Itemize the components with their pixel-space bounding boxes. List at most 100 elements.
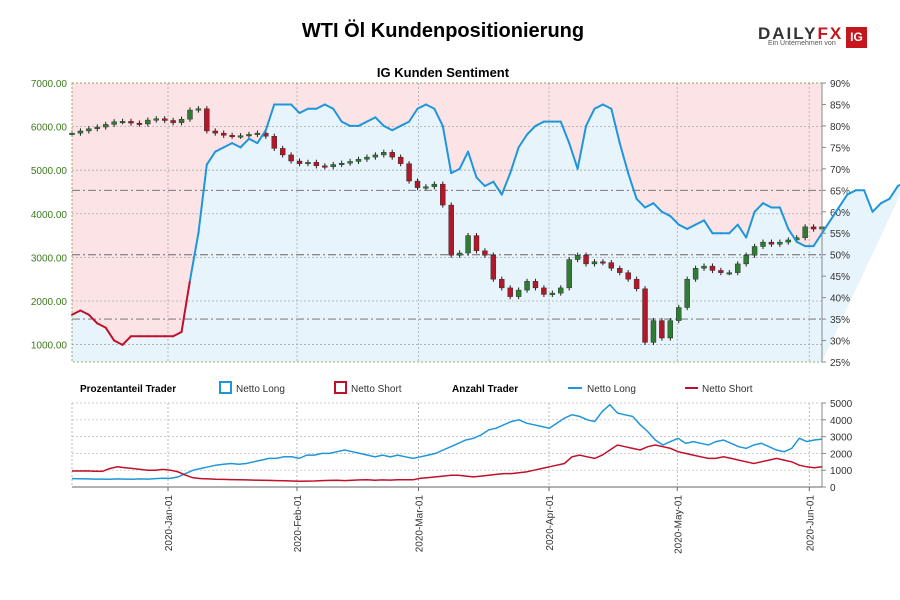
sentiment-line-segment [745,210,756,239]
candle [145,119,151,125]
count-axis-tick: 3000 [830,433,853,444]
sentiment-line-segment [239,137,250,149]
sentiment-line-segment [475,176,486,188]
sentiment-line-segment [821,219,832,235]
logo-brand-b: FX [817,24,844,43]
legend-long-label: Netto Long [236,384,285,395]
candle [608,262,615,269]
count-axis-tick: 1000 [830,466,853,477]
right-axis-tick: 60% [830,208,850,219]
sentiment-line-segment [416,103,427,110]
candle [372,154,379,158]
right-axis-tick: 70% [830,165,850,176]
left-axis-tick: 3000.00 [31,253,68,264]
sentiment-line-segment [96,322,107,329]
sentiment-line-segment [197,163,208,235]
sentiment-line-segment [340,120,352,127]
candle [103,124,109,128]
candle [440,183,446,206]
sentiment-line-segment [837,193,849,209]
sentiment-line-segment [888,185,899,200]
sentiment-line-segment [795,240,807,248]
candle [625,272,631,280]
candle [414,180,421,188]
candle [397,156,404,164]
sentiment-line-segment [332,107,343,123]
candle [296,160,303,164]
candle [355,159,362,162]
sentiment-line-segment [113,339,124,346]
sentiment-line-segment [315,103,326,110]
sentiment-line-segment [365,116,377,123]
count-short-line [72,444,823,483]
candle [642,288,648,343]
right-axis-tick: 30% [830,337,850,348]
candle [701,265,707,269]
count-long-line [71,403,823,481]
sentiment-line-segment [669,215,680,226]
candle [288,154,294,162]
sentiment-line-segment [652,202,663,213]
candle [305,162,311,165]
x-axis-label: 2020-Jan-01 [164,495,175,552]
x-axis-label: 2020-Jun-01 [805,495,816,552]
left-axis-tick: 4000.00 [31,210,68,221]
sentiment-line-segment [753,202,765,213]
candle [591,261,598,265]
candle [94,126,100,129]
candle [777,241,783,245]
left-axis-tick: 5000.00 [31,166,68,177]
sentiment-line-segment [660,210,672,218]
candle [633,278,640,289]
candle [566,259,572,289]
candle [507,287,513,297]
sentiment-line-segment [509,146,520,175]
candle [676,307,682,321]
candle [313,162,320,167]
candle [583,254,589,265]
candle [574,254,581,260]
candle [195,108,202,111]
candle [768,241,775,245]
sentiment-line-segment [247,137,259,145]
candle [170,120,176,123]
sentiment-line-segment [121,335,132,346]
candle [473,235,480,252]
count-axis-tick: 4000 [830,416,853,427]
sentiment-line-segment [812,232,823,248]
candle [650,320,657,343]
candle [246,134,252,137]
candle [448,204,454,256]
sentiment-line-segment [703,219,714,235]
candle [431,183,438,187]
sentiment-line-segment [846,189,857,196]
sentiment-line-segment [618,142,630,175]
candle [237,135,244,138]
sentiment-line-segment [264,103,276,132]
sentiment-line-segment [382,124,394,132]
sentiment-line-segment [290,103,301,115]
candle [187,109,193,120]
candle [111,121,117,125]
legend-short-label: Netto Short [351,384,402,395]
sentiment-line-segment [357,120,368,127]
candle [204,108,210,132]
candle [760,241,766,247]
sentiment-line-segment [896,183,900,188]
sentiment-line-segment [298,107,309,115]
candle [692,268,699,280]
right-axis-tick: 85% [830,100,850,111]
candle [751,246,758,256]
candle [347,161,353,164]
candle [69,132,75,135]
logo-brand-a: DAILY [758,24,818,43]
sentiment-line-segment [374,116,385,127]
sentiment-line-segment [391,124,402,132]
sentiment-line-segment [483,180,495,188]
candle [726,272,733,275]
candle [77,130,84,134]
candle [338,163,345,165]
candle [86,128,92,132]
sentiment-line-segment [231,142,242,149]
